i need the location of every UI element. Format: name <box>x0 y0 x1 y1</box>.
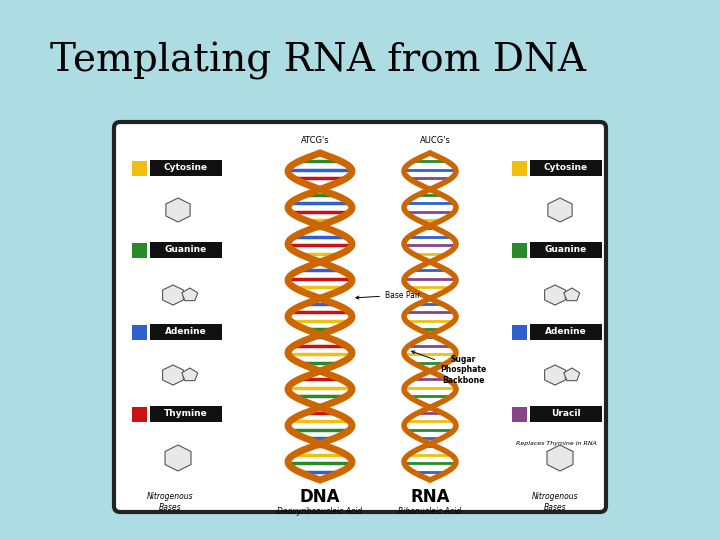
FancyBboxPatch shape <box>150 324 222 340</box>
Text: Uracil: Uracil <box>552 409 581 418</box>
Bar <box>132 243 147 258</box>
FancyBboxPatch shape <box>114 122 606 512</box>
Text: AUCG's: AUCG's <box>420 136 451 145</box>
Text: DNA: DNA <box>300 488 341 506</box>
Text: RNA: RNA <box>410 488 450 506</box>
Text: Sugar
Phosphate
Backbone: Sugar Phosphate Backbone <box>412 351 486 385</box>
Polygon shape <box>547 445 573 471</box>
FancyBboxPatch shape <box>530 242 602 258</box>
FancyBboxPatch shape <box>150 406 222 422</box>
Text: Base Pair: Base Pair <box>356 291 420 300</box>
Text: Guanine: Guanine <box>545 246 587 254</box>
FancyBboxPatch shape <box>530 160 602 176</box>
Bar <box>512 161 527 176</box>
Text: Ribonucleic Acid: Ribonucleic Acid <box>398 507 462 516</box>
Text: Replaces Thymine in RNA: Replaces Thymine in RNA <box>516 442 596 447</box>
Text: Templating RNA from DNA: Templating RNA from DNA <box>50 42 586 80</box>
Polygon shape <box>163 365 184 385</box>
Bar <box>512 407 527 422</box>
Bar <box>132 161 147 176</box>
FancyBboxPatch shape <box>150 160 222 176</box>
Polygon shape <box>182 368 198 381</box>
Polygon shape <box>163 285 184 305</box>
Bar <box>132 325 147 340</box>
Polygon shape <box>564 368 580 381</box>
Text: Cytosine: Cytosine <box>164 164 208 172</box>
Text: Thymine: Thymine <box>164 409 208 418</box>
Polygon shape <box>166 198 190 222</box>
Bar <box>512 325 527 340</box>
Text: Deoxyribonucleic Acid: Deoxyribonucleic Acid <box>277 507 363 516</box>
FancyBboxPatch shape <box>530 406 602 422</box>
Polygon shape <box>544 285 565 305</box>
Text: Cytosine: Cytosine <box>544 164 588 172</box>
Polygon shape <box>548 198 572 222</box>
Text: Nitrogenous
Bases: Nitrogenous Bases <box>147 492 193 512</box>
Text: Nitrogenous
Bases: Nitrogenous Bases <box>531 492 578 512</box>
Polygon shape <box>182 288 198 301</box>
FancyBboxPatch shape <box>530 324 602 340</box>
Text: Adenine: Adenine <box>545 327 587 336</box>
Bar <box>512 243 527 258</box>
Polygon shape <box>564 288 580 301</box>
Text: Adenine: Adenine <box>165 327 207 336</box>
Bar <box>132 407 147 422</box>
FancyBboxPatch shape <box>150 242 222 258</box>
Polygon shape <box>165 445 191 471</box>
Text: ATCG's: ATCG's <box>301 136 329 145</box>
Polygon shape <box>544 365 565 385</box>
Text: Guanine: Guanine <box>165 246 207 254</box>
